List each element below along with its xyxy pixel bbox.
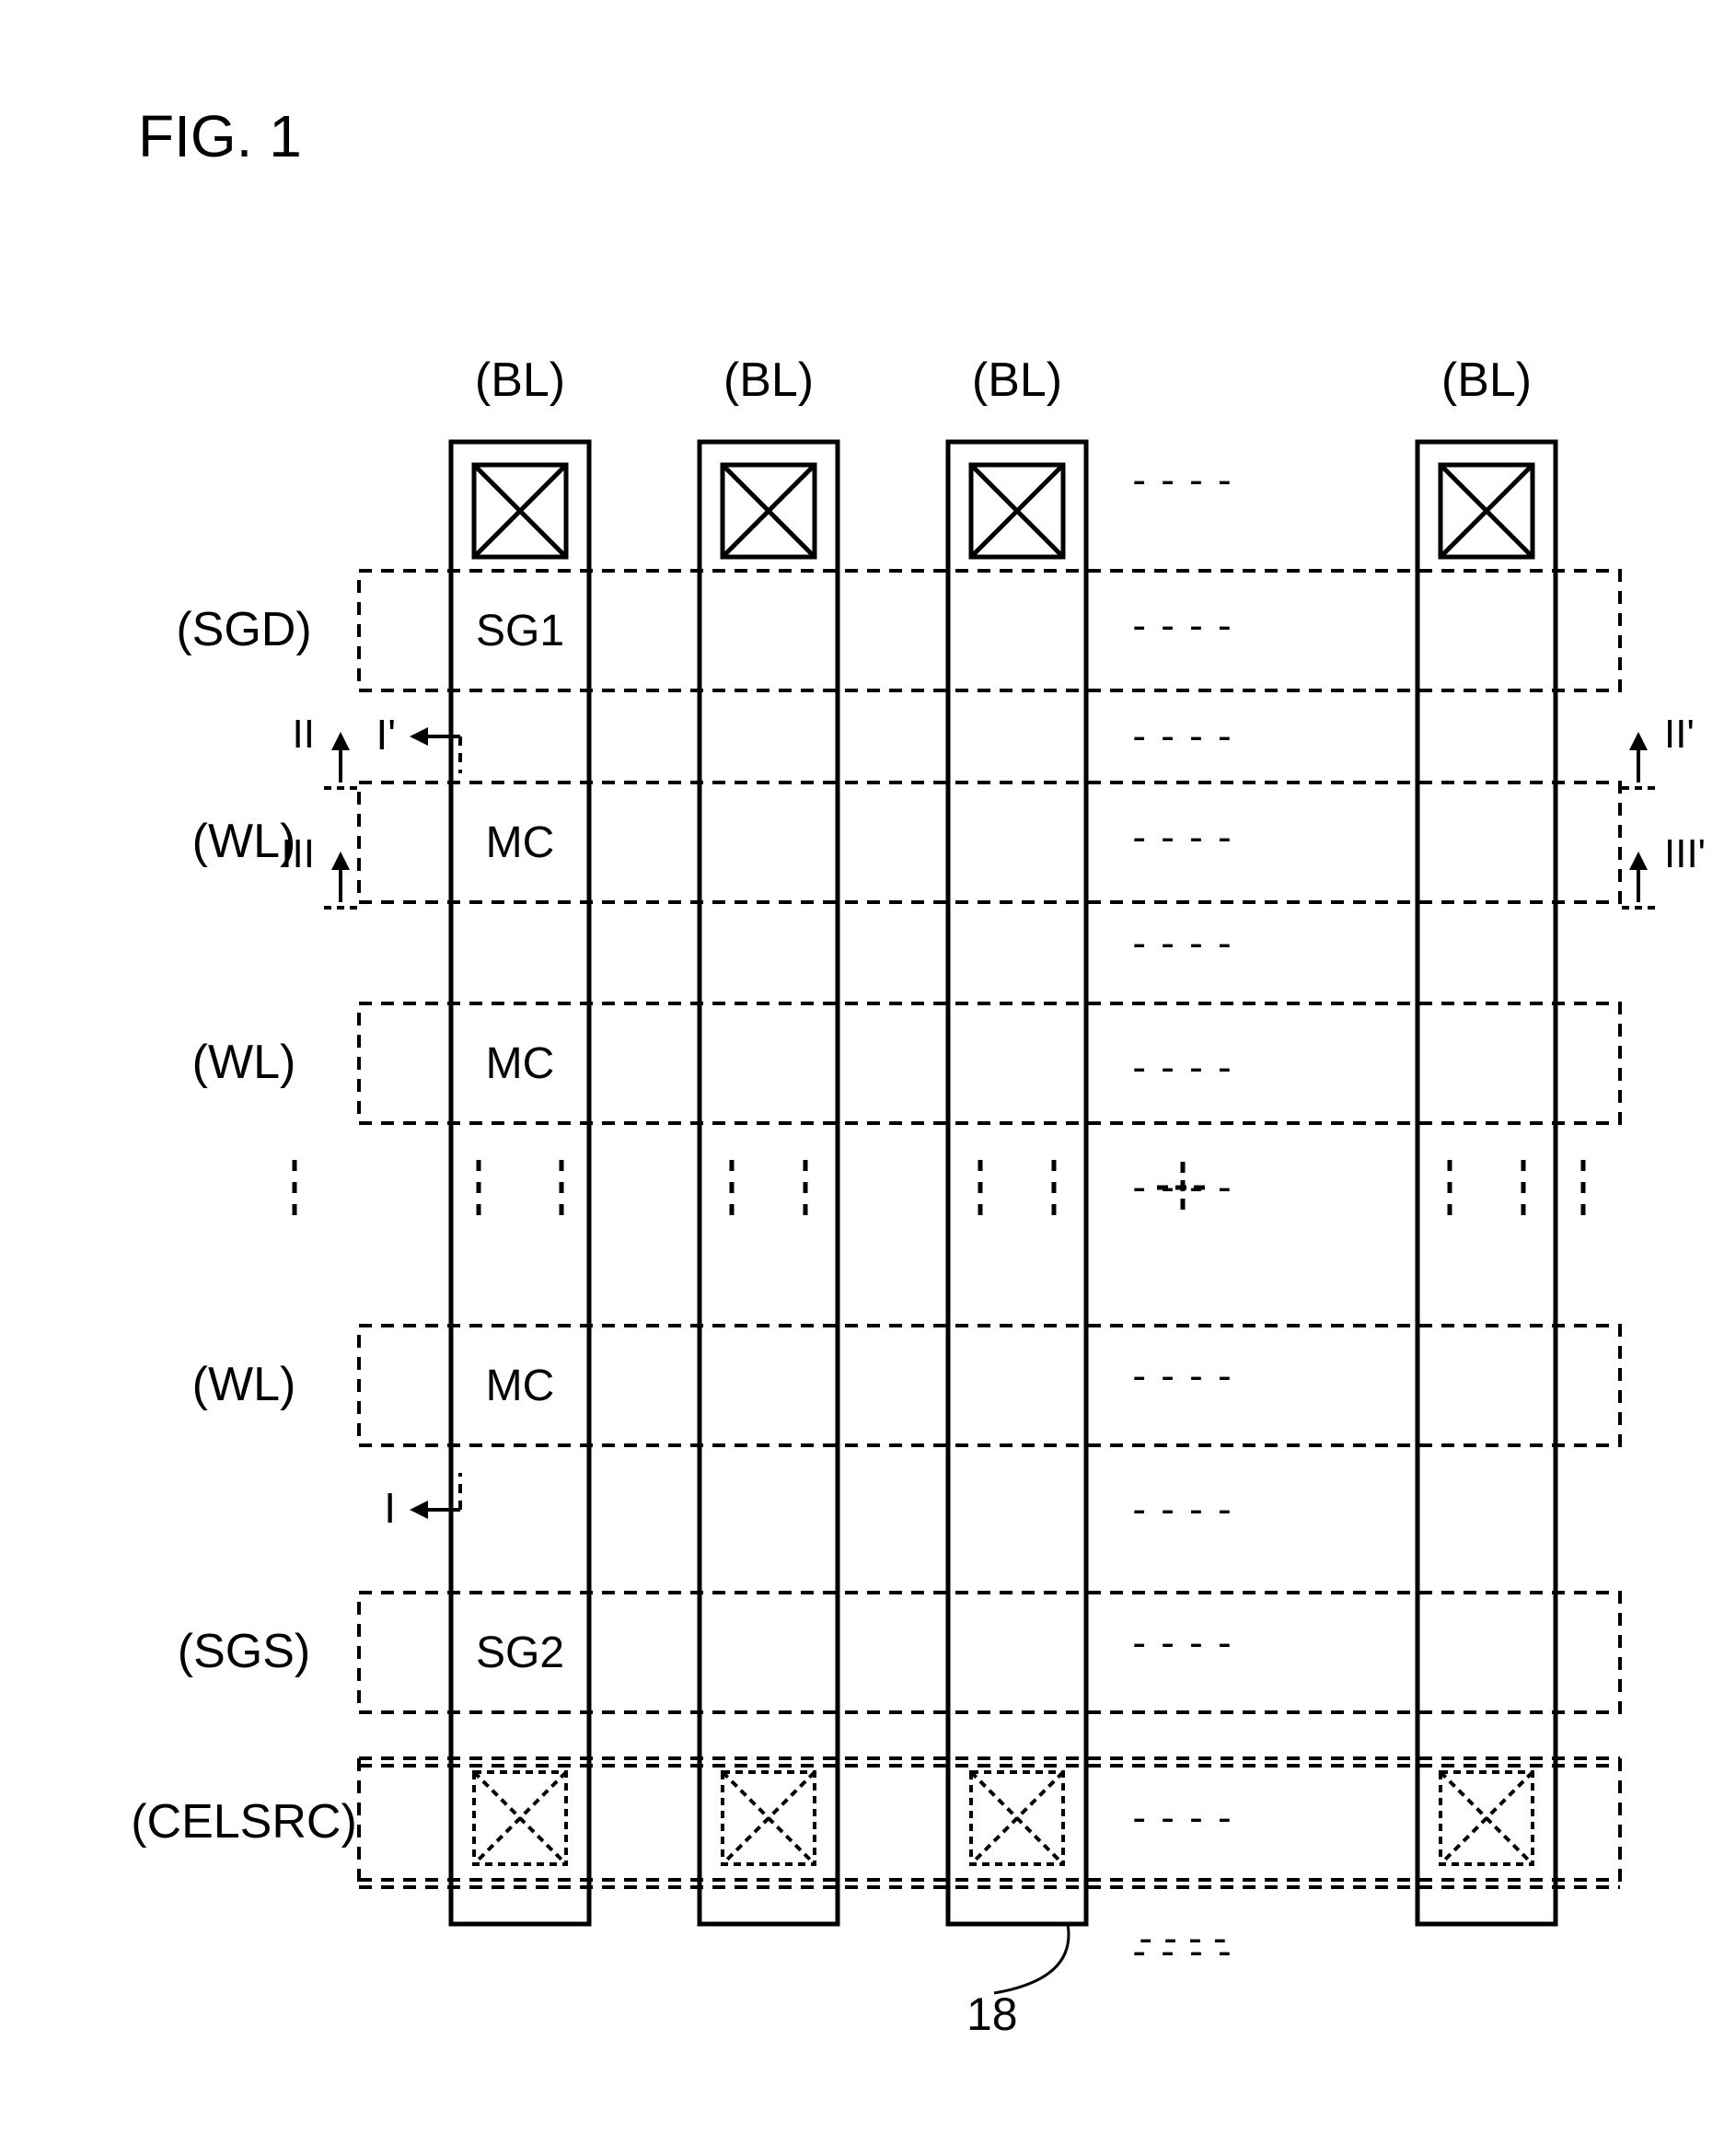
continuation-dashes: - - - - [1132, 458, 1232, 503]
col-label: (BL) [972, 354, 1062, 407]
section-marker: III' [1664, 831, 1706, 876]
continuation-dashes: - - - - [1132, 713, 1232, 759]
row-label: (SGS) [178, 1625, 310, 1678]
continuation-dashes: - - - - [1132, 815, 1232, 860]
section-marker: II [293, 712, 315, 757]
row-label: (WL) [192, 1036, 296, 1089]
continuation-dashes: - - - - [1132, 1165, 1232, 1210]
row-label: (SGD) [176, 603, 311, 656]
continuation-dashes: - - - - [1132, 1353, 1232, 1398]
section-marker: I' [376, 711, 396, 759]
continuation-dashes: - - - - [1132, 1487, 1232, 1532]
continuation-dashes: - - - - [1132, 1795, 1232, 1840]
cell-label: SG1 [476, 607, 564, 655]
continuation-dashes: - - - - [1132, 1045, 1232, 1090]
reference-number: 18 [966, 1988, 1018, 2040]
section-marker: III [281, 831, 315, 876]
figure-title: FIG. 1 [138, 103, 302, 169]
col-label: (BL) [1441, 354, 1532, 407]
continuation-dashes: - - - - [1132, 921, 1232, 966]
cell-label: SG2 [476, 1629, 564, 1677]
nand-layout-diagram: FIG. 1(BL)(BL)(BL)(BL)(SGD)(WL)(WL)(WL)(… [37, 37, 1724, 2119]
row-label: (CELSRC) [131, 1795, 357, 1849]
col-label: (BL) [475, 354, 565, 407]
cell-label: MC [486, 818, 555, 867]
cell-label: MC [486, 1362, 555, 1410]
col-label: (BL) [723, 354, 814, 407]
section-marker: I [384, 1484, 396, 1532]
cell-label: MC [486, 1039, 555, 1088]
continuation-dashes: - - - - [1132, 603, 1232, 648]
continuation-dashes: - - - - [1139, 1916, 1226, 1961]
row-label: (WL) [192, 1358, 296, 1411]
section-marker: II' [1664, 712, 1695, 757]
continuation-dashes: - - - - [1132, 1620, 1232, 1665]
